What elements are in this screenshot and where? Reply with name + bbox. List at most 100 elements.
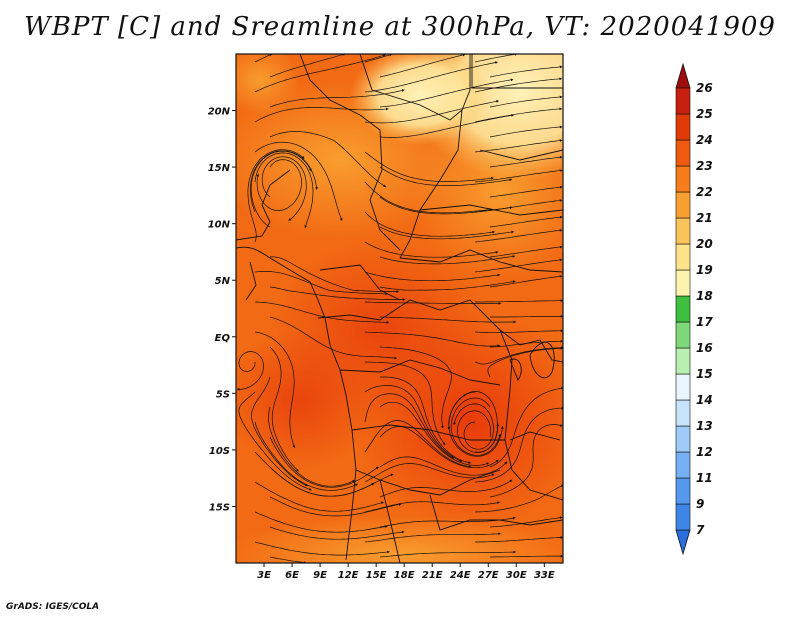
streamline	[254, 271, 389, 296]
colorbar-label: 19	[696, 263, 713, 277]
streamline	[475, 536, 563, 543]
streamline	[254, 511, 388, 533]
x-tick-label: 27E	[478, 570, 499, 581]
streamline	[489, 215, 563, 228]
x-tick-label: 6E	[285, 570, 299, 581]
streamline	[254, 541, 390, 556]
streamline	[364, 54, 393, 63]
streamline	[489, 245, 563, 258]
streamline	[364, 61, 498, 93]
x-tick-label: 24E	[450, 570, 471, 581]
streamline	[474, 139, 563, 153]
streamline	[489, 185, 563, 198]
streamline	[380, 376, 472, 464]
colorbar-label: 25	[696, 107, 713, 121]
streamline	[236, 351, 264, 391]
streamline	[379, 316, 517, 324]
streamline	[364, 532, 501, 543]
streamline	[261, 156, 307, 221]
streamline	[364, 501, 501, 513]
streamline	[250, 150, 318, 213]
streamline	[269, 466, 394, 497]
streamline	[364, 181, 493, 214]
streamline	[489, 424, 563, 498]
streamline	[490, 554, 563, 558]
y-tick-label: 20N	[208, 107, 231, 118]
colorbar-label: 16	[696, 341, 713, 355]
streamline	[364, 361, 446, 446]
streamline	[379, 255, 516, 265]
colorbar-segment	[675, 139, 691, 167]
temperature-shading	[236, 54, 563, 563]
streamline	[379, 78, 514, 108]
streamline	[254, 481, 385, 512]
colorbar-label: 14	[696, 393, 713, 407]
x-tick-label: 3E	[257, 570, 271, 581]
colorbar-segment	[675, 321, 691, 349]
streamline	[474, 54, 518, 63]
colorbar-top-arrow	[675, 62, 691, 89]
colorbar-label: 7	[696, 523, 705, 537]
colorbar-label: 22	[696, 185, 713, 199]
streamline	[489, 339, 563, 348]
streamline	[269, 89, 405, 108]
streamline	[379, 114, 515, 138]
streamline	[364, 463, 495, 483]
streamline	[379, 516, 516, 528]
y-tick-label: 10N	[208, 220, 231, 231]
streamline	[269, 496, 402, 517]
colorbar-label: 20	[696, 237, 713, 251]
streamline	[475, 299, 563, 303]
streamline	[447, 391, 498, 453]
colorbar-bottom-arrow	[675, 529, 691, 556]
streamline	[269, 286, 406, 302]
streamline	[269, 316, 398, 360]
streamline	[364, 271, 501, 282]
streamline	[254, 54, 273, 63]
streamline	[474, 199, 563, 213]
x-tick-label: 33E	[534, 570, 555, 581]
colorbar-segment	[675, 295, 691, 323]
streamline	[474, 107, 563, 123]
streamline	[379, 456, 508, 476]
streamline	[247, 149, 305, 243]
streamline	[256, 159, 302, 211]
colorbar-segment	[675, 477, 691, 505]
streamline	[474, 406, 563, 483]
streamline	[269, 526, 405, 540]
streamline	[489, 155, 563, 168]
x-tick-label: 15E	[366, 570, 387, 581]
footer-credit: GrADS: IGES/COLA	[6, 602, 100, 612]
streamline	[474, 484, 563, 513]
streamline	[453, 403, 494, 450]
streamline	[487, 346, 563, 378]
colorbar-label: 9	[696, 497, 704, 511]
streamline	[364, 211, 496, 237]
colorbar-segment	[675, 399, 691, 427]
colorbar-label: 26	[696, 81, 713, 95]
streamline	[269, 54, 346, 78]
colorbar-label: 11	[696, 471, 713, 485]
streamline	[489, 516, 563, 528]
streamline	[474, 258, 563, 273]
country-boundaries	[236, 54, 563, 563]
colorbar-segment	[675, 113, 691, 141]
x-tick-label: 12E	[338, 570, 359, 581]
streamline	[379, 401, 490, 466]
streamline	[364, 241, 499, 258]
colorbar-label: 13	[696, 419, 713, 433]
colorbar-segment	[675, 451, 691, 479]
x-tick-label: 30E	[506, 570, 527, 581]
y-tick-label: 15S	[209, 502, 230, 513]
streamline	[448, 391, 504, 457]
streamline	[254, 152, 314, 229]
streamline	[269, 256, 400, 294]
streamline	[379, 166, 513, 186]
streamline	[269, 436, 379, 488]
colorbar-segment	[675, 191, 691, 219]
colorbar-label: 21	[696, 211, 713, 225]
colorbar-segment	[675, 425, 691, 453]
streamlines	[236, 54, 563, 563]
colorbar-label: 18	[696, 289, 713, 303]
streamline	[268, 406, 356, 487]
